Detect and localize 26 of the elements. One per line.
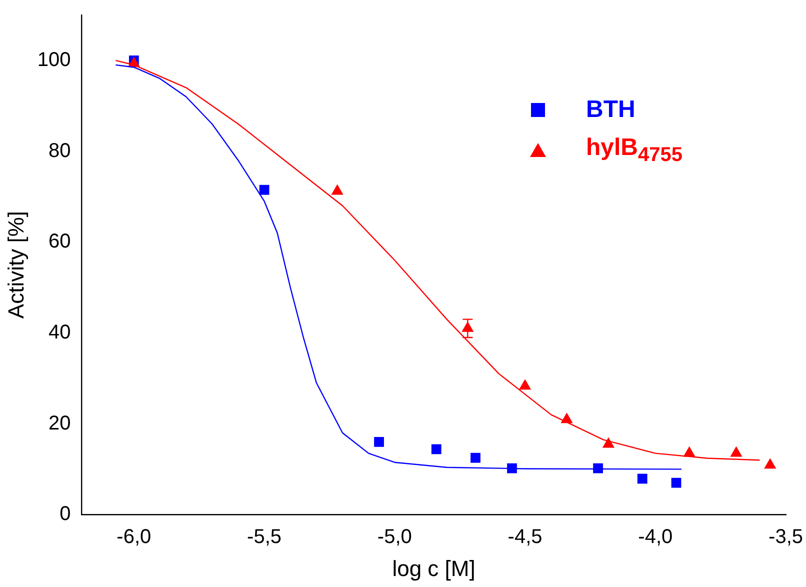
- point: [671, 478, 682, 488]
- legend-label: hylB$_{4755}$: [586, 134, 683, 166]
- y-tick-label: 60: [48, 230, 71, 253]
- point: [374, 436, 384, 447]
- x-tick-label: -5,0: [377, 526, 412, 548]
- point: [637, 474, 648, 484]
- y-tick-label: 80: [48, 140, 71, 162]
- x-tick-label: -4,0: [638, 526, 673, 548]
- point: [259, 184, 270, 195]
- point: [518, 379, 532, 390]
- x-tick-label: -4,5: [508, 526, 542, 548]
- legend-label: BTH: [586, 96, 636, 124]
- point: [764, 458, 776, 469]
- x-tick-label: -3,5: [768, 526, 804, 548]
- y-tick-label: 0: [60, 503, 71, 526]
- y-axis-title: Activity [%]: [3, 211, 28, 319]
- point: [730, 446, 742, 457]
- x-tick-label: -6,0: [116, 526, 152, 548]
- y-tick-label: 20: [48, 412, 71, 434]
- x-axis-title: log c [M]: [392, 556, 476, 581]
- point: [470, 452, 480, 463]
- y-tick-label: 100: [37, 48, 71, 71]
- x-tick-label: -5,5: [247, 526, 282, 548]
- point: [431, 444, 442, 454]
- point: [331, 184, 344, 195]
- y-tick-label: 40: [48, 321, 71, 344]
